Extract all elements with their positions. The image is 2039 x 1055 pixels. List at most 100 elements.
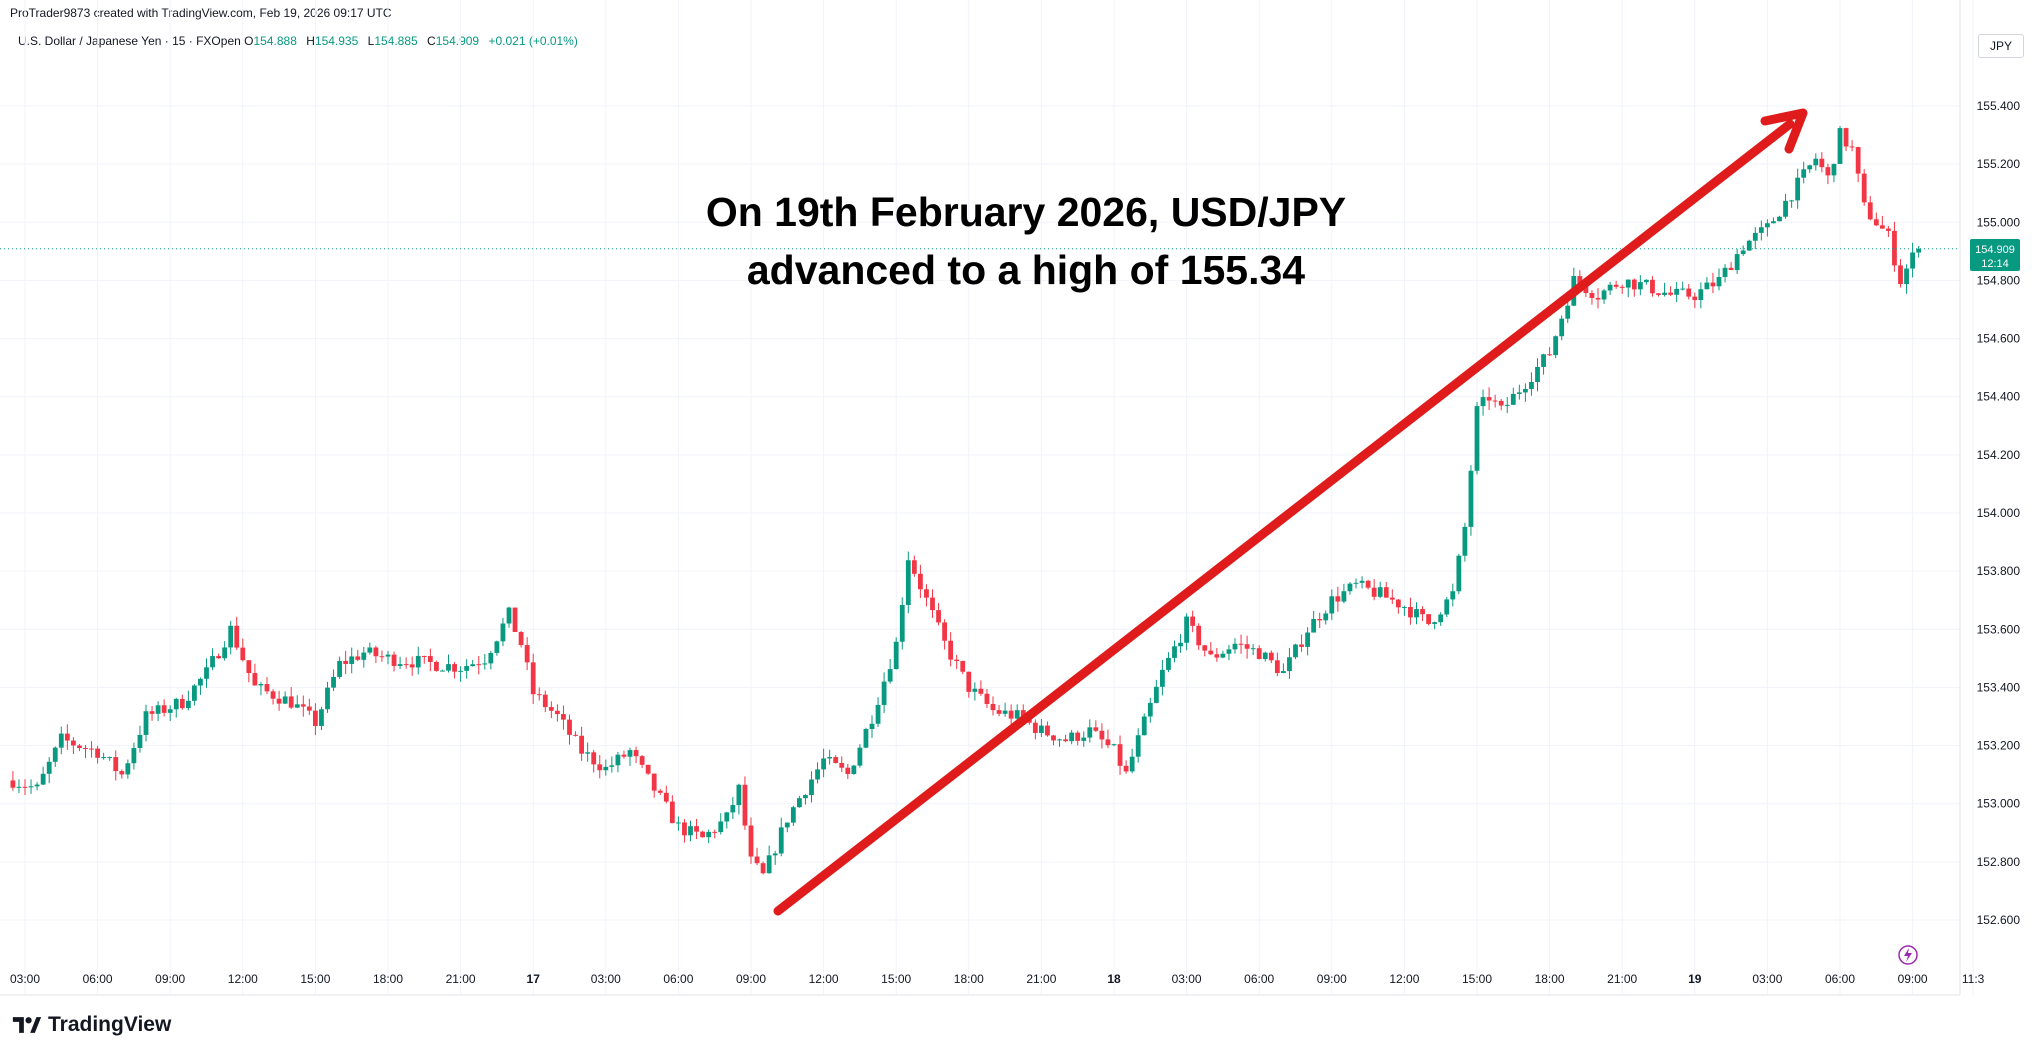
candle bbox=[1335, 586, 1341, 612]
candle bbox=[748, 817, 754, 864]
candle bbox=[548, 701, 554, 719]
price-chart[interactable]: On 19th February 2026, USD/JPY advanced … bbox=[0, 0, 2039, 1000]
candle bbox=[1432, 621, 1438, 630]
candle bbox=[700, 830, 705, 838]
candle bbox=[1438, 612, 1444, 626]
candle bbox=[361, 646, 367, 668]
currency-button[interactable]: JPY bbox=[1978, 34, 2024, 58]
candle bbox=[1087, 719, 1093, 743]
candle bbox=[252, 663, 258, 686]
candle bbox=[899, 597, 905, 650]
price-tick-label: 155.400 bbox=[1977, 99, 2021, 113]
candle bbox=[1765, 219, 1770, 237]
candle bbox=[1734, 249, 1740, 274]
symbol-name[interactable]: U.S. Dollar / Japanese Yen · 15 · FXOpen bbox=[18, 34, 241, 48]
candle bbox=[1293, 643, 1298, 660]
candle bbox=[234, 616, 240, 651]
candle bbox=[1892, 221, 1897, 272]
candle bbox=[1825, 163, 1831, 185]
candle bbox=[1359, 576, 1365, 589]
candle bbox=[294, 695, 300, 709]
price-tick-label: 153.600 bbox=[1977, 622, 2021, 636]
candle bbox=[246, 660, 252, 683]
candle bbox=[821, 748, 826, 778]
candle bbox=[688, 820, 693, 842]
candle bbox=[1644, 279, 1649, 285]
candle bbox=[567, 714, 572, 745]
candle bbox=[440, 669, 445, 672]
candle bbox=[942, 619, 947, 650]
candle bbox=[192, 684, 197, 706]
candle bbox=[1172, 640, 1177, 663]
candle bbox=[1069, 729, 1075, 745]
candle bbox=[778, 817, 784, 857]
candle bbox=[1002, 702, 1008, 717]
candle bbox=[349, 647, 355, 674]
candle bbox=[839, 756, 845, 773]
candle bbox=[784, 822, 790, 833]
candle bbox=[1813, 153, 1819, 171]
candle bbox=[1541, 353, 1546, 375]
candle bbox=[512, 607, 518, 633]
candle bbox=[137, 725, 143, 753]
candle bbox=[458, 666, 463, 682]
candle bbox=[1129, 748, 1135, 774]
candle bbox=[615, 751, 621, 773]
candle bbox=[1226, 644, 1232, 661]
candle bbox=[978, 680, 984, 696]
candle bbox=[627, 747, 633, 766]
candle bbox=[1529, 372, 1534, 396]
candle bbox=[1117, 735, 1123, 775]
candle bbox=[143, 704, 149, 742]
candle bbox=[1111, 743, 1117, 747]
time-axis[interactable]: 03:00 06:00 09:00 12:00 15:00 18:00 21:00 17 03:… bbox=[10, 972, 1985, 986]
candle bbox=[827, 749, 833, 765]
candle bbox=[772, 850, 778, 865]
candle bbox=[1341, 583, 1347, 604]
candle bbox=[179, 694, 185, 710]
candle bbox=[960, 660, 966, 675]
candle bbox=[1886, 226, 1891, 238]
candle bbox=[1740, 245, 1746, 256]
candle bbox=[319, 706, 324, 731]
time-tick-label: 15:00 bbox=[881, 972, 911, 986]
candle bbox=[536, 687, 542, 701]
candle bbox=[1523, 383, 1528, 402]
candle bbox=[524, 637, 530, 671]
current-price-tag: 154.909 12:14 bbox=[1970, 239, 2020, 271]
candle bbox=[1232, 638, 1238, 654]
candle bbox=[936, 603, 941, 626]
candle bbox=[1656, 292, 1661, 297]
tradingview-brand[interactable]: TradingView bbox=[12, 1013, 171, 1037]
candle bbox=[869, 715, 875, 738]
candle bbox=[1783, 193, 1788, 219]
lightning-icon[interactable] bbox=[1898, 945, 1918, 965]
price-tick-label: 153.200 bbox=[1977, 739, 2021, 753]
candle bbox=[603, 759, 609, 776]
candle bbox=[518, 631, 524, 648]
candle bbox=[1444, 596, 1450, 617]
price-axis[interactable]: 155.400 155.200 155.000 154.800 154.600 154.4… bbox=[1977, 99, 2021, 927]
annotation-line-1: On 19th February 2026, USD/JPY bbox=[706, 189, 1346, 235]
candle bbox=[1262, 651, 1268, 662]
time-tick-label: 15:00 bbox=[1462, 972, 1492, 986]
candle bbox=[694, 819, 699, 840]
price-tick-label: 154.400 bbox=[1977, 390, 2021, 404]
candle bbox=[427, 648, 433, 672]
candle bbox=[1147, 697, 1153, 723]
candle bbox=[1516, 384, 1522, 400]
current-price-label: 154.909 bbox=[1975, 244, 2015, 256]
candle bbox=[905, 551, 911, 614]
candle bbox=[1692, 292, 1698, 309]
candle bbox=[924, 584, 929, 607]
candle bbox=[131, 742, 137, 770]
time-tick-label: 12:00 bbox=[1389, 972, 1419, 986]
candle bbox=[1281, 663, 1286, 674]
candle bbox=[46, 757, 52, 784]
candle bbox=[639, 754, 645, 768]
candle bbox=[1662, 282, 1667, 297]
candle bbox=[1589, 290, 1595, 305]
candle bbox=[1123, 760, 1129, 774]
candle bbox=[325, 681, 330, 713]
candle bbox=[113, 750, 119, 781]
